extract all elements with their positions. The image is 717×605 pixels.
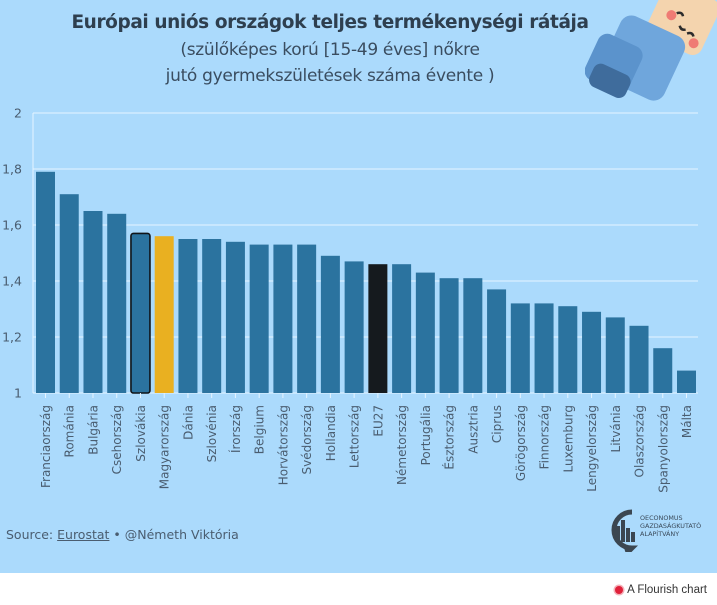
bar-litvánia[interactable] — [605, 317, 625, 393]
x-tick-label: Luxemburg — [561, 405, 575, 472]
x-tick-label: Bulgária — [86, 405, 100, 455]
y-tick-label: 1,2 — [2, 330, 22, 345]
bar-svédország[interactable] — [297, 244, 317, 393]
x-tick-label: Észtország — [442, 405, 457, 470]
x-tick-label: Lengyelország — [585, 405, 599, 492]
flourish-logo-icon — [615, 586, 624, 594]
x-tick-label: Ciprus — [490, 405, 504, 443]
flourish-credit-link[interactable]: A Flourish chart — [615, 584, 707, 596]
source-prefix: Source: — [6, 527, 58, 542]
x-tick-label: Írország — [228, 405, 243, 453]
x-axis-ticks: Franciaország Románia Bulgária Csehország Sz… — [39, 393, 694, 493]
bar-görögország[interactable] — [510, 303, 530, 393]
bar-belgium[interactable] — [249, 244, 269, 393]
x-tick-label: Magyarország — [158, 405, 172, 489]
logo-line-1: OECONOMUS — [640, 514, 683, 522]
bar-málta[interactable] — [677, 370, 696, 393]
flourish-label: A Flourish chart — [627, 584, 707, 596]
bar-spanyolország[interactable] — [653, 348, 673, 393]
bar-szlovákia[interactable] — [130, 232, 151, 394]
bar-olaszország[interactable] — [629, 325, 649, 393]
x-tick-label: Litvánia — [609, 405, 623, 452]
bar-észtország[interactable] — [439, 278, 459, 393]
source-note: Source: Eurostat • @Németh Viktória — [6, 527, 239, 542]
x-tick-label: Lettország — [348, 405, 362, 468]
x-tick-label: Szlovákia — [134, 405, 148, 462]
bar-írország[interactable] — [225, 241, 245, 393]
bar-hollandia[interactable] — [320, 255, 340, 393]
oeconomus-logo-icon — [611, 509, 639, 552]
x-tick-label: Svédország — [300, 405, 314, 475]
bar-dánia[interactable] — [178, 239, 198, 393]
bar-horvátország[interactable] — [273, 244, 293, 393]
y-tick-label: 2 — [14, 106, 22, 121]
chart-subtitle-line1: (szülőképes korú [15-49 éves] nőkre — [180, 40, 480, 60]
y-axis-ticks: 1 1,2 1,4 1,6 1,8 2 — [2, 106, 22, 401]
baby-illustration-icon — [585, 0, 717, 101]
logo-text: OECONOMUS GAZDASÁGKUTATÓ ALAPÍTVÁNY — [640, 514, 701, 538]
bar-portugália[interactable] — [415, 272, 435, 393]
source-author: • @Németh Viktória — [109, 527, 239, 542]
source-link-eurostat[interactable]: Eurostat — [57, 527, 110, 542]
bar-ausztria[interactable] — [463, 278, 483, 393]
x-tick-label: Dánia — [181, 405, 195, 440]
x-tick-label: Málta — [680, 405, 694, 438]
y-tick-label: 1 — [14, 386, 22, 401]
x-tick-label: Olaszország — [633, 405, 647, 477]
y-tick-label: 1,8 — [2, 162, 22, 177]
bar-románia[interactable] — [59, 194, 79, 393]
bar-eu27[interactable] — [368, 264, 388, 393]
x-tick-label: Belgium — [253, 405, 267, 454]
logo-line-3: ALAPÍTVÁNY — [640, 530, 680, 538]
y-tick-label: 1,6 — [2, 218, 22, 233]
chart-subtitle-line2: jutó gyermekszületések száma évente ) — [165, 66, 495, 86]
x-tick-label: Németország — [395, 405, 409, 485]
bar-csehország[interactable] — [107, 213, 127, 393]
bar-ciprus[interactable] — [487, 289, 507, 393]
x-tick-label: Portugália — [419, 405, 433, 465]
bar-franciaország[interactable] — [36, 171, 55, 393]
chart-title: Európai uniós országok teljes termékenys… — [71, 12, 589, 33]
bar-lettország[interactable] — [344, 261, 364, 393]
bar-lengyelország[interactable] — [582, 311, 602, 393]
bar-bulgária[interactable] — [83, 211, 103, 393]
bars — [36, 171, 696, 394]
bar-szlovénia[interactable] — [202, 239, 222, 393]
bar-magyarország[interactable] — [154, 236, 174, 393]
x-tick-label: Horvátország — [276, 405, 290, 485]
bar-luxemburg[interactable] — [558, 306, 578, 393]
x-tick-label: Románia — [63, 405, 77, 457]
x-tick-label: Szlovénia — [205, 405, 219, 462]
bar-chart: 1 1,2 1,4 1,6 1,8 2 Franciaország Románia Bulgá… — [2, 106, 698, 493]
x-tick-label: Csehország — [110, 405, 124, 474]
x-tick-label: Franciaország — [39, 405, 53, 488]
x-tick-label: Hollandia — [324, 405, 338, 461]
bar-finnország[interactable] — [534, 303, 554, 393]
y-tick-label: 1,4 — [2, 274, 22, 289]
x-tick-label: Spanyolország — [656, 405, 670, 493]
bar-németország[interactable] — [392, 264, 412, 393]
logo-line-2: GAZDASÁGKUTATÓ — [640, 522, 702, 530]
x-tick-label: Finnország — [538, 405, 552, 469]
x-tick-label: Ausztria — [466, 405, 480, 454]
x-tick-label: EU27 — [371, 405, 385, 437]
x-tick-label: Görögország — [514, 405, 528, 481]
